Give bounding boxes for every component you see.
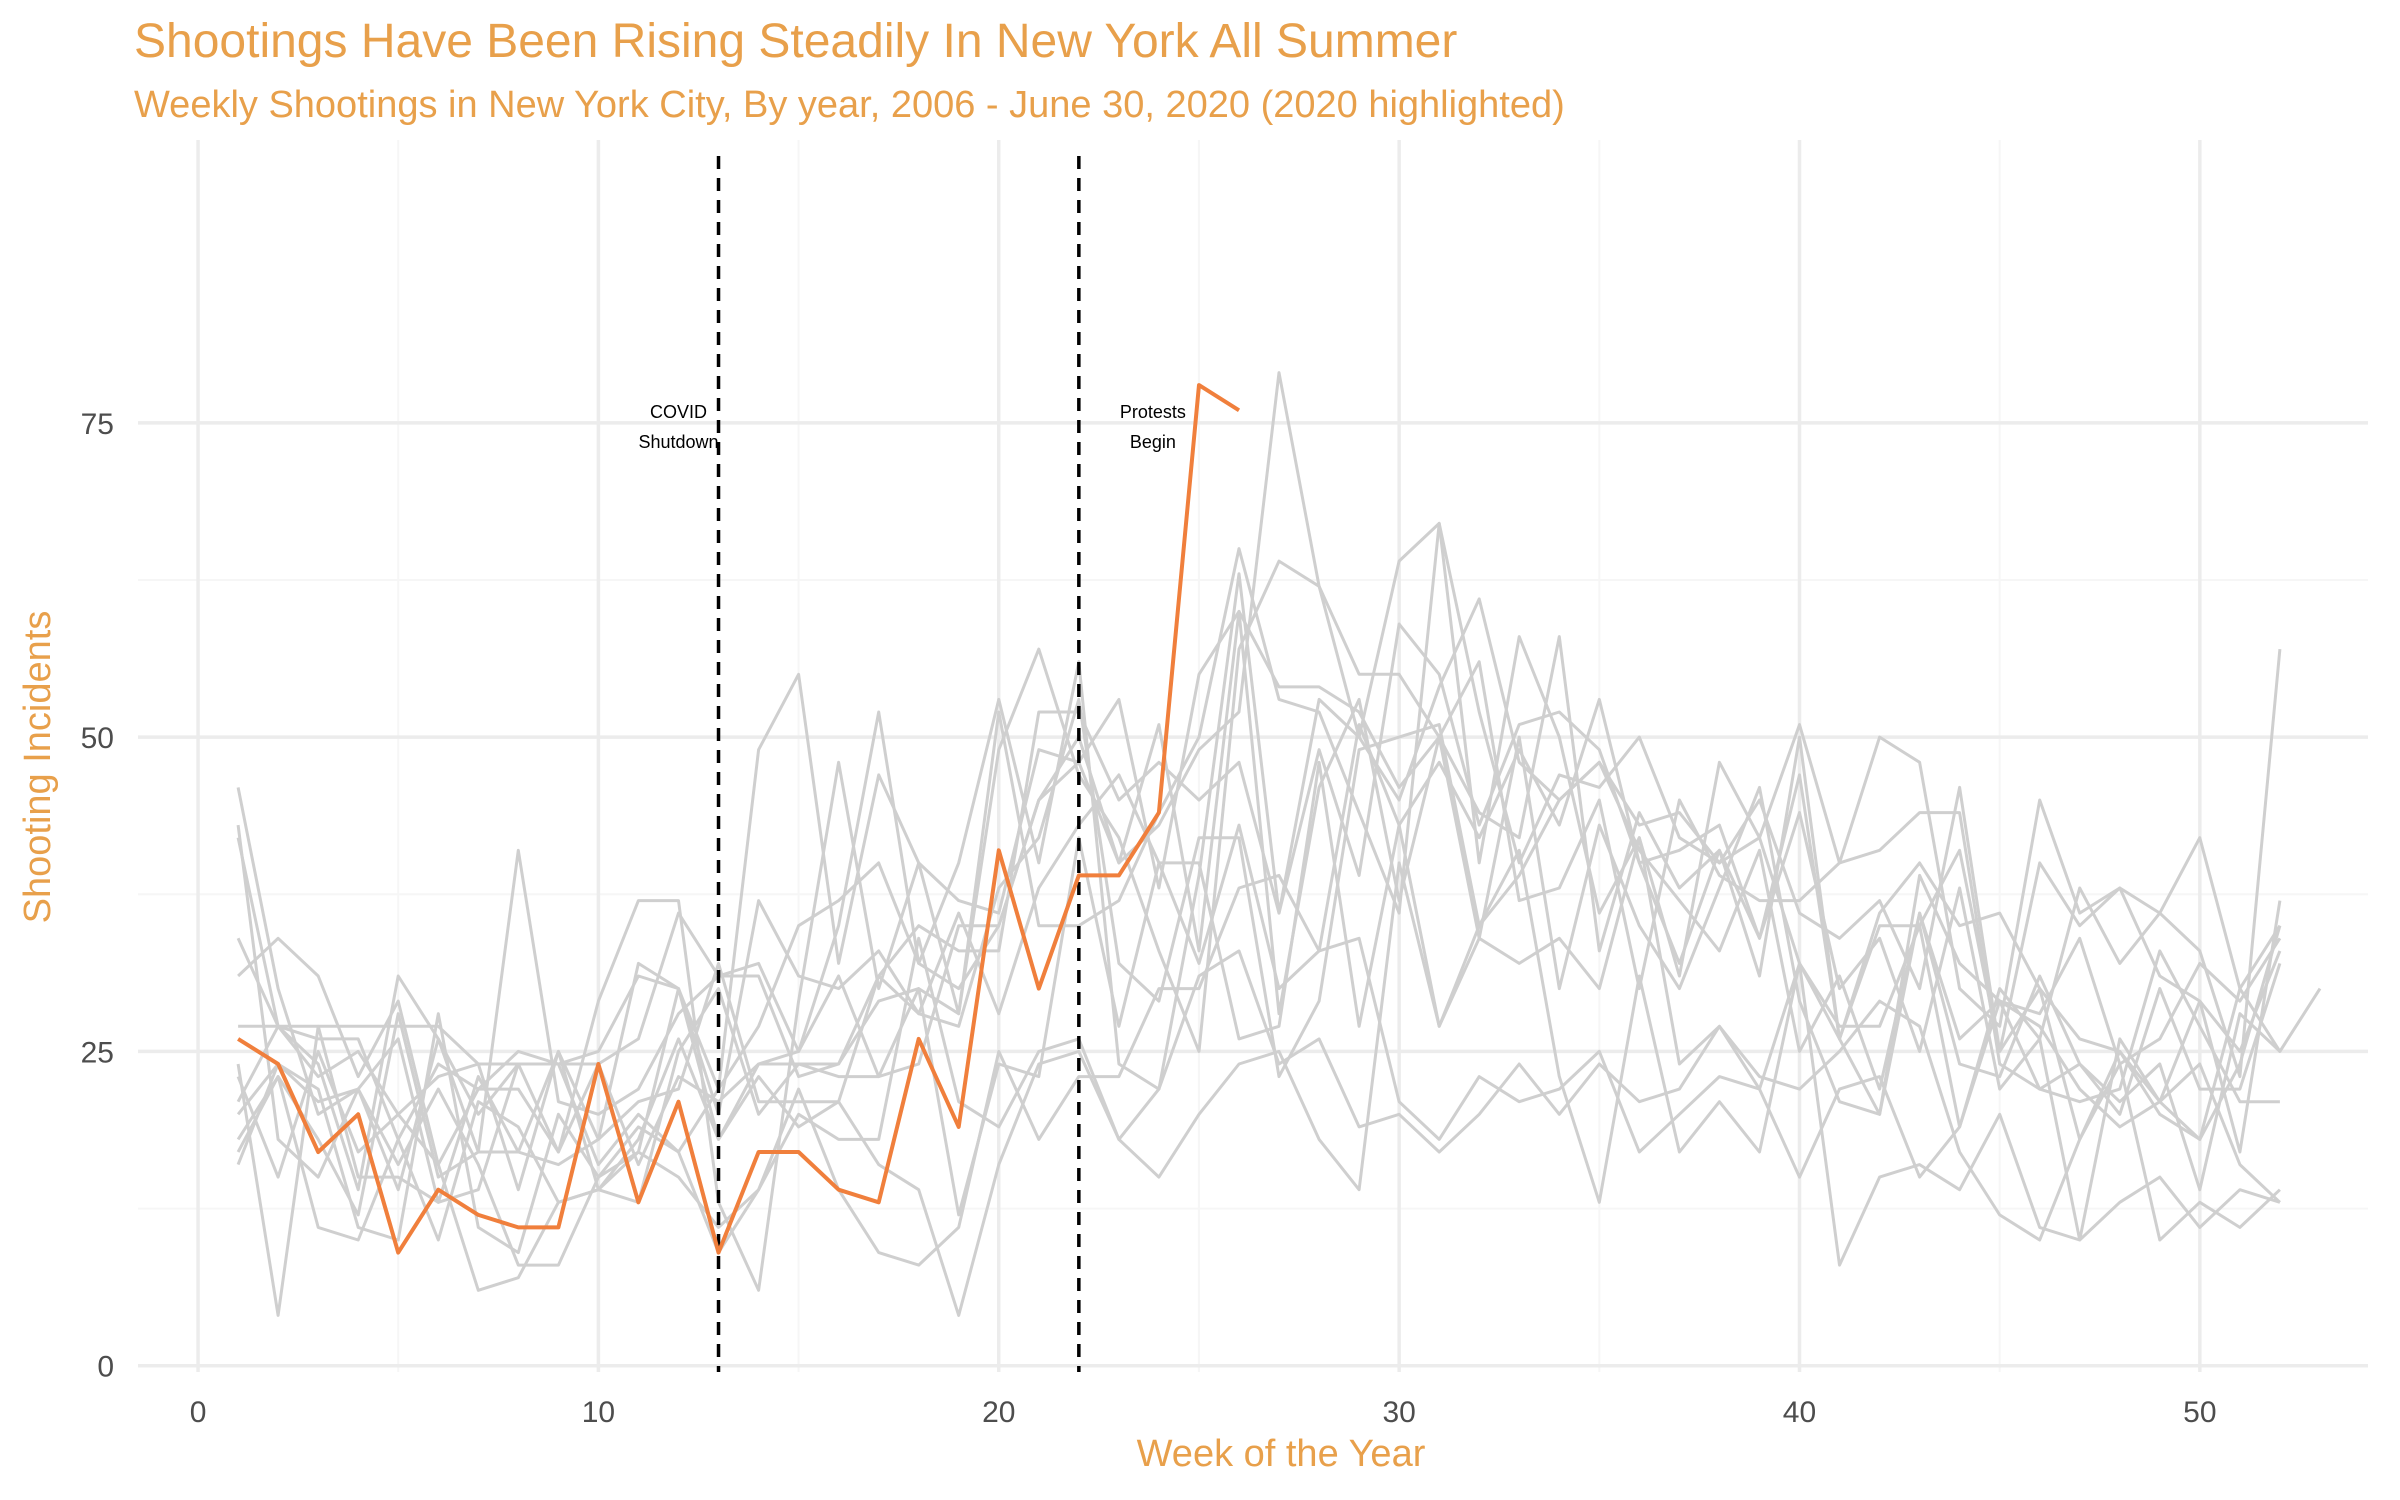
year-series-line bbox=[238, 622, 2282, 1167]
x-tick-label: 50 bbox=[2183, 1396, 2216, 1429]
y-tick-label: 50 bbox=[81, 722, 114, 755]
year-series-line bbox=[236, 697, 2282, 1192]
event-label-line: Protests bbox=[1120, 402, 1186, 422]
x-axis-label: Week of the Year bbox=[1137, 1433, 1426, 1475]
event-label: Protests Begin bbox=[1120, 402, 1186, 452]
y-tick-label: 25 bbox=[81, 1036, 114, 1069]
year-series-line bbox=[236, 873, 2281, 1267]
x-tick-label: 10 bbox=[582, 1396, 615, 1429]
series-layer bbox=[236, 371, 2322, 1317]
event-layer: COVID Shutdown Protests Begin bbox=[638, 156, 1186, 1372]
event-label-line: Begin bbox=[1130, 432, 1176, 452]
year-series-line bbox=[236, 697, 2281, 1267]
chart-subtitle: Weekly Shootings in New York City, By ye… bbox=[134, 84, 1565, 126]
year-series-line bbox=[236, 371, 2322, 1192]
event-label: COVID Shutdown bbox=[638, 402, 718, 452]
year-series-line bbox=[236, 521, 2282, 1292]
y-tick-label: 0 bbox=[97, 1351, 114, 1384]
year-series-line bbox=[236, 848, 2281, 1317]
x-tick-label: 20 bbox=[982, 1396, 1015, 1429]
tick-layer: 0 10 20 30 40 50 0 25 50 75 bbox=[81, 408, 2217, 1429]
y-tick-label: 75 bbox=[81, 408, 114, 441]
event-label-line: COVID bbox=[650, 402, 707, 422]
x-tick-label: 40 bbox=[1783, 1396, 1816, 1429]
x-tick-label: 0 bbox=[190, 1396, 207, 1429]
highlight-layer bbox=[237, 383, 1241, 1255]
year-series-line bbox=[237, 559, 2282, 1167]
event-label-line: Shutdown bbox=[638, 432, 718, 452]
highlight-series-line bbox=[237, 383, 1241, 1255]
year-series-line bbox=[236, 609, 2282, 1141]
year-series-line bbox=[236, 760, 2280, 1217]
x-tick-label: 30 bbox=[1382, 1396, 1415, 1429]
y-axis-label: Shooting Incidents bbox=[17, 611, 59, 924]
chart-title: Shootings Have Been Rising Steadily In N… bbox=[134, 15, 1458, 68]
